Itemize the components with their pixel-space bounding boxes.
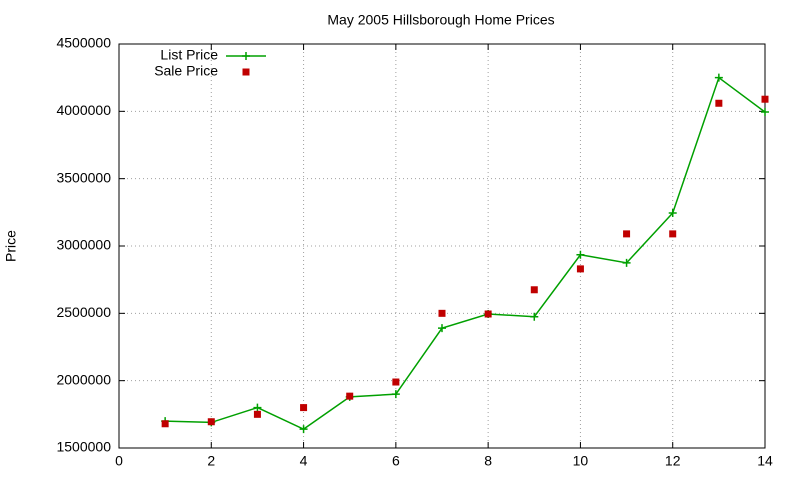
x-tick-label: 2 [207, 453, 215, 469]
data-point [299, 425, 308, 434]
data-point [576, 250, 585, 259]
y-axis-label: Price [3, 230, 19, 262]
data-point [391, 390, 400, 399]
data-point [484, 310, 492, 318]
y-tick-label: 2500000 [56, 304, 111, 320]
x-tick-label: 6 [392, 453, 400, 469]
data-point [761, 95, 769, 103]
data-point [530, 312, 539, 321]
data-point [669, 230, 677, 238]
data-point [161, 420, 169, 428]
legend-swatch [242, 52, 250, 60]
y-tick-label: 3500000 [56, 169, 111, 185]
data-point [576, 265, 584, 273]
data-point [714, 73, 723, 82]
x-tick-label: 8 [484, 453, 492, 469]
legend-swatch [242, 68, 250, 76]
data-point [300, 404, 308, 412]
x-tick-label: 12 [665, 453, 681, 469]
data-point [623, 230, 631, 238]
data-point [668, 209, 677, 218]
data-point [530, 286, 538, 294]
y-tick-label: 4000000 [56, 102, 111, 118]
data-point [346, 392, 354, 400]
x-tick-label: 10 [573, 453, 589, 469]
data-point [438, 309, 446, 317]
y-tick-label: 4500000 [56, 35, 111, 51]
plot-frame [118, 43, 766, 449]
data-point [438, 324, 446, 333]
y-tick-label: 2000000 [56, 371, 111, 387]
data-point [622, 258, 631, 267]
series-line [165, 76, 766, 431]
chart-title: May 2005 Hillsborough Home Prices [327, 12, 554, 28]
data-point [715, 99, 723, 107]
x-tick-label: 0 [115, 453, 123, 469]
data-point [761, 108, 769, 117]
data-point [392, 378, 400, 386]
y-tick-label: 3000000 [56, 237, 111, 253]
legend-label: Sale Price [154, 63, 218, 79]
data-point [207, 418, 215, 426]
legend-label: List Price [160, 47, 218, 63]
y-tick-label: 1500000 [56, 439, 111, 455]
data-point [253, 403, 262, 412]
x-tick-label: 4 [300, 453, 308, 469]
data-point [253, 410, 261, 418]
x-tick-label: 14 [757, 453, 773, 469]
